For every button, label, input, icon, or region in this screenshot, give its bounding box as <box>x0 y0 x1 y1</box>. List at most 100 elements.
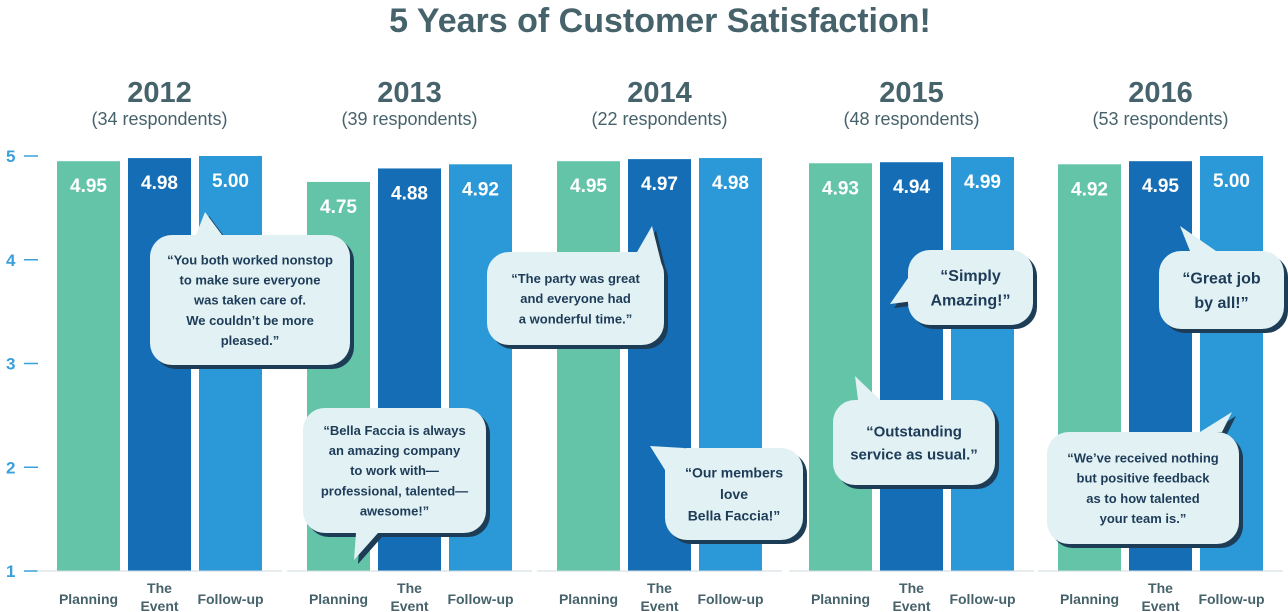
bubble-body <box>1047 432 1239 544</box>
bar-value-label: 4.99 <box>964 172 1001 193</box>
quote-line: “You both worked nonstop <box>167 252 333 267</box>
y-tick-label: 5 <box>6 147 15 166</box>
category-label: Planning <box>811 591 870 607</box>
year-label: 2013 <box>377 77 442 109</box>
quote-line: your team is.” <box>1100 511 1187 526</box>
bubble-body <box>150 235 350 365</box>
quote-line: but positive feedback <box>1077 471 1211 486</box>
quote-line: service as usual.” <box>850 447 978 464</box>
bar-value-label: 4.98 <box>712 173 749 194</box>
quote-line: “Outstanding <box>866 423 962 440</box>
year-label: 2012 <box>127 77 192 109</box>
category-label: Event <box>390 598 428 612</box>
year-label: 2016 <box>1128 77 1193 109</box>
bubble-tail <box>196 212 222 235</box>
bar-value-label: 4.92 <box>1071 179 1108 200</box>
bubble-tail <box>855 376 880 400</box>
year-label: 2015 <box>879 77 944 109</box>
respondents-label: (48 respondents) <box>843 109 979 129</box>
quote-line: to make sure everyone <box>180 273 321 288</box>
y-tick-label: 1 <box>6 562 15 581</box>
quote-line: and everyone had <box>520 291 631 306</box>
quote-line: professional, talented— <box>321 483 468 498</box>
respondents-label: (34 respondents) <box>91 109 227 129</box>
chart-title: 5 Years of Customer Satisfaction! <box>389 2 931 40</box>
year-label: 2014 <box>627 77 692 109</box>
quote-line: pleased.” <box>221 333 280 348</box>
y-tick-label: 4 <box>6 251 16 270</box>
bar-value-label: 4.95 <box>1142 176 1179 197</box>
quote-bubble: “Great job by all!” <box>1159 226 1288 333</box>
quote-line: “We’ve received nothing <box>1067 450 1219 465</box>
category-label: Event <box>140 598 178 612</box>
quote-line: was taken care of. <box>193 293 306 308</box>
bar-value-label: 4.98 <box>141 173 178 194</box>
year-group-2015: 2015(48 respondents) 4.93 Planning 4.94 The E… <box>789 77 1034 612</box>
quote-bubbles: “You both worked nonstop to make sure eve… <box>150 212 1288 564</box>
category-label: The <box>1148 580 1173 596</box>
bar-value-label: 5.00 <box>212 171 249 192</box>
quote-line: “Our members <box>685 464 783 480</box>
category-label: The <box>397 580 422 596</box>
quote-line: an amazing company <box>329 443 461 458</box>
bar-2014-planning <box>557 161 620 571</box>
bubble-tail <box>354 533 378 560</box>
bubble-tail <box>1200 412 1232 432</box>
respondents-label: (53 respondents) <box>1092 109 1228 129</box>
category-label: Follow-up <box>949 591 1015 607</box>
bar-value-label: 4.95 <box>70 176 107 197</box>
category-label: Follow-up <box>197 591 263 607</box>
bar-2015-planning <box>809 163 872 571</box>
quote-bubble: “We’ve received nothing but positive feed… <box>1047 412 1243 548</box>
quote-line: by all!” <box>1194 295 1248 312</box>
bar-2012-planning <box>57 161 120 571</box>
bubble-body <box>908 250 1033 325</box>
quote-line: to work with— <box>350 463 439 478</box>
bubble-body <box>833 400 995 485</box>
category-label: Planning <box>59 591 118 607</box>
bar-value-label: 4.75 <box>320 197 357 218</box>
quote-bubble: “Outstanding service as usual.” <box>833 376 999 489</box>
quote-bubble: “Our members love Bella Faccia!” <box>650 446 807 544</box>
quote-bubble: “You both worked nonstop to make sure eve… <box>150 212 354 369</box>
bar-value-label: 4.92 <box>462 179 499 200</box>
y-tick-label: 2 <box>6 458 15 477</box>
quote-line: “Bella Faccia is always <box>323 423 465 438</box>
quote-line: love <box>720 486 748 502</box>
quote-bubble: “The party was great and everyone had a wo… <box>487 226 668 349</box>
category-label: Planning <box>309 591 368 607</box>
bar-value-label: 5.00 <box>1213 171 1250 192</box>
quote-line: “Great job <box>1182 270 1260 287</box>
y-axis: 1 2 3 4 5 <box>6 147 38 581</box>
quote-line: a wonderful time.” <box>519 311 632 326</box>
category-label: Event <box>892 598 930 612</box>
category-label: The <box>899 580 924 596</box>
bubble-body <box>487 252 664 345</box>
bar-value-label: 4.93 <box>822 178 859 199</box>
year-group-2014: 2014(22 respondents) 4.95 Planning 4.97 The E… <box>537 77 782 612</box>
category-label: Event <box>640 598 678 612</box>
category-label: Event <box>1141 598 1179 612</box>
y-tick-label: 3 <box>6 355 15 374</box>
bar-value-label: 4.97 <box>641 174 678 195</box>
category-label: Follow-up <box>1198 591 1264 607</box>
respondents-label: (22 respondents) <box>591 109 727 129</box>
category-label: Follow-up <box>447 591 513 607</box>
category-label: Follow-up <box>697 591 763 607</box>
bubble-tail <box>1180 226 1216 251</box>
quote-bubble: “Bella Faccia is always an amazing compan… <box>303 408 490 564</box>
quote-line: We couldn’t be more <box>186 313 314 328</box>
quote-line: as to how talented <box>1086 491 1199 506</box>
category-label: Planning <box>1060 591 1119 607</box>
category-label: The <box>647 580 672 596</box>
quote-bubble: “Simply Amazing!” <box>890 250 1037 329</box>
quote-line: Bella Faccia!” <box>688 508 781 524</box>
category-label: The <box>147 580 172 596</box>
bubble-body <box>303 408 486 533</box>
category-label: Planning <box>559 591 618 607</box>
quote-line: Amazing!” <box>931 293 1011 310</box>
bubble-body <box>665 448 803 540</box>
quote-line: awesome!” <box>360 503 429 518</box>
bar-value-label: 4.88 <box>391 183 428 204</box>
